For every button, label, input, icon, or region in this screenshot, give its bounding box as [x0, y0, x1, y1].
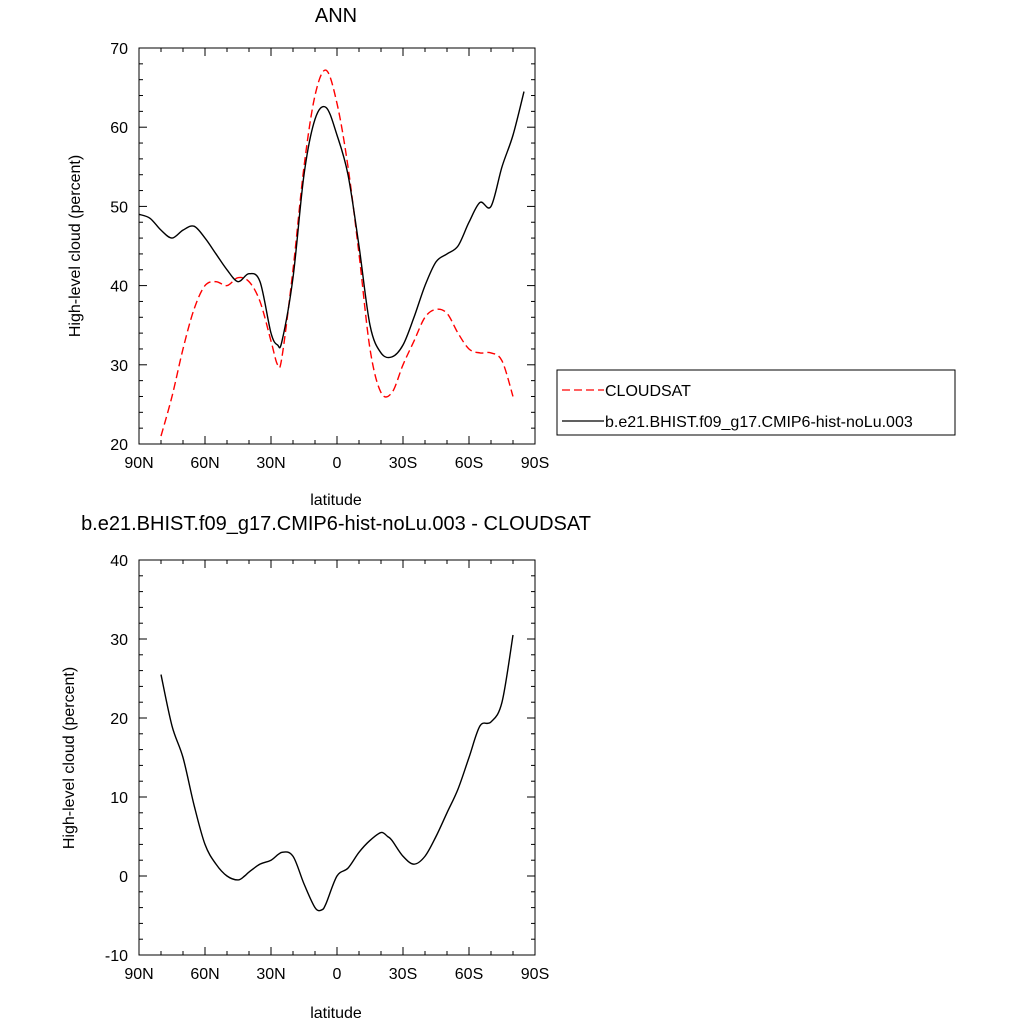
top-series-line-model: [138, 91, 525, 359]
top-x-tick-label: 0: [333, 455, 342, 472]
bottom-x-tick-label: 60N: [190, 966, 219, 983]
top-chart: ANN 20 30 40 50 60 70 90N 60N 30N 0 30S 60S 90S Hig…: [67, 5, 956, 509]
top-y-tick-label: 20: [110, 437, 128, 454]
legend-label-cloudsat: CLOUDSAT: [605, 383, 691, 400]
bottom-x-tick-label: 30N: [256, 966, 285, 983]
top-series-line-cloudsat: [160, 69, 514, 437]
bottom-x-tick-label: 90N: [124, 966, 153, 983]
bottom-y-tick-label: 10: [110, 790, 128, 807]
bottom-chart-x-ticks: 90N 60N 30N 0 30S 60S 90S: [124, 560, 549, 983]
bottom-chart-y-axis-label: High-level cloud (percent): [61, 667, 78, 849]
top-chart-y-ticks: 20 30 40 50 60 70: [110, 41, 535, 454]
top-x-tick-label: 90S: [521, 455, 549, 472]
top-x-tick-label: 60S: [455, 455, 483, 472]
bottom-y-tick-label: 30: [110, 632, 128, 649]
bottom-x-tick-label: 90S: [521, 966, 549, 983]
legend-label-model: b.e21.BHIST.f09_g17.CMIP6-hist-noLu.003: [605, 414, 913, 431]
bottom-chart-plot-frame: [138, 559, 536, 956]
top-chart-legend: CLOUDSAT b.e21.BHIST.f09_g17.CMIP6-hist-…: [556, 369, 956, 436]
bottom-y-tick-label: -10: [105, 948, 128, 965]
bottom-chart: b.e21.BHIST.f09_g17.CMIP6-hist-noLu.003 …: [61, 513, 591, 1022]
top-x-tick-label: 30N: [256, 455, 285, 472]
legend-box: [556, 369, 956, 436]
top-x-tick-label: 90N: [124, 455, 153, 472]
bottom-x-tick-label: 30S: [389, 966, 417, 983]
top-chart-x-axis-label: latitude: [310, 492, 362, 509]
bottom-chart-x-axis-label: latitude: [310, 1005, 362, 1022]
bottom-x-tick-label: 0: [333, 966, 342, 983]
top-x-tick-label: 30S: [389, 455, 417, 472]
bottom-y-tick-label: 0: [119, 869, 128, 886]
bottom-chart-title: b.e21.BHIST.f09_g17.CMIP6-hist-noLu.003 …: [81, 513, 591, 535]
top-y-tick-label: 50: [110, 199, 128, 216]
top-chart-y-axis-label: High-level cloud (percent): [67, 155, 84, 337]
top-chart-series-group: [138, 69, 525, 437]
bottom-y-tick-label: 40: [110, 553, 128, 570]
top-chart-title: ANN: [315, 5, 357, 27]
top-y-tick-label: 60: [110, 120, 128, 137]
bottom-chart-series-group: [160, 634, 514, 912]
top-y-tick-label: 40: [110, 279, 128, 296]
top-y-tick-label: 70: [110, 41, 128, 58]
bottom-series-line-difference: [160, 634, 514, 912]
top-y-tick-label: 30: [110, 358, 128, 375]
bottom-chart-y-ticks: -10 0 10 20 30 40: [105, 553, 535, 965]
bottom-y-tick-label: 20: [110, 711, 128, 728]
top-chart-plot-frame: [138, 47, 536, 445]
top-chart-x-ticks: 90N 60N 30N 0 30S 60S 90S: [124, 48, 549, 472]
top-x-tick-label: 60N: [190, 455, 219, 472]
bottom-x-tick-label: 60S: [455, 966, 483, 983]
